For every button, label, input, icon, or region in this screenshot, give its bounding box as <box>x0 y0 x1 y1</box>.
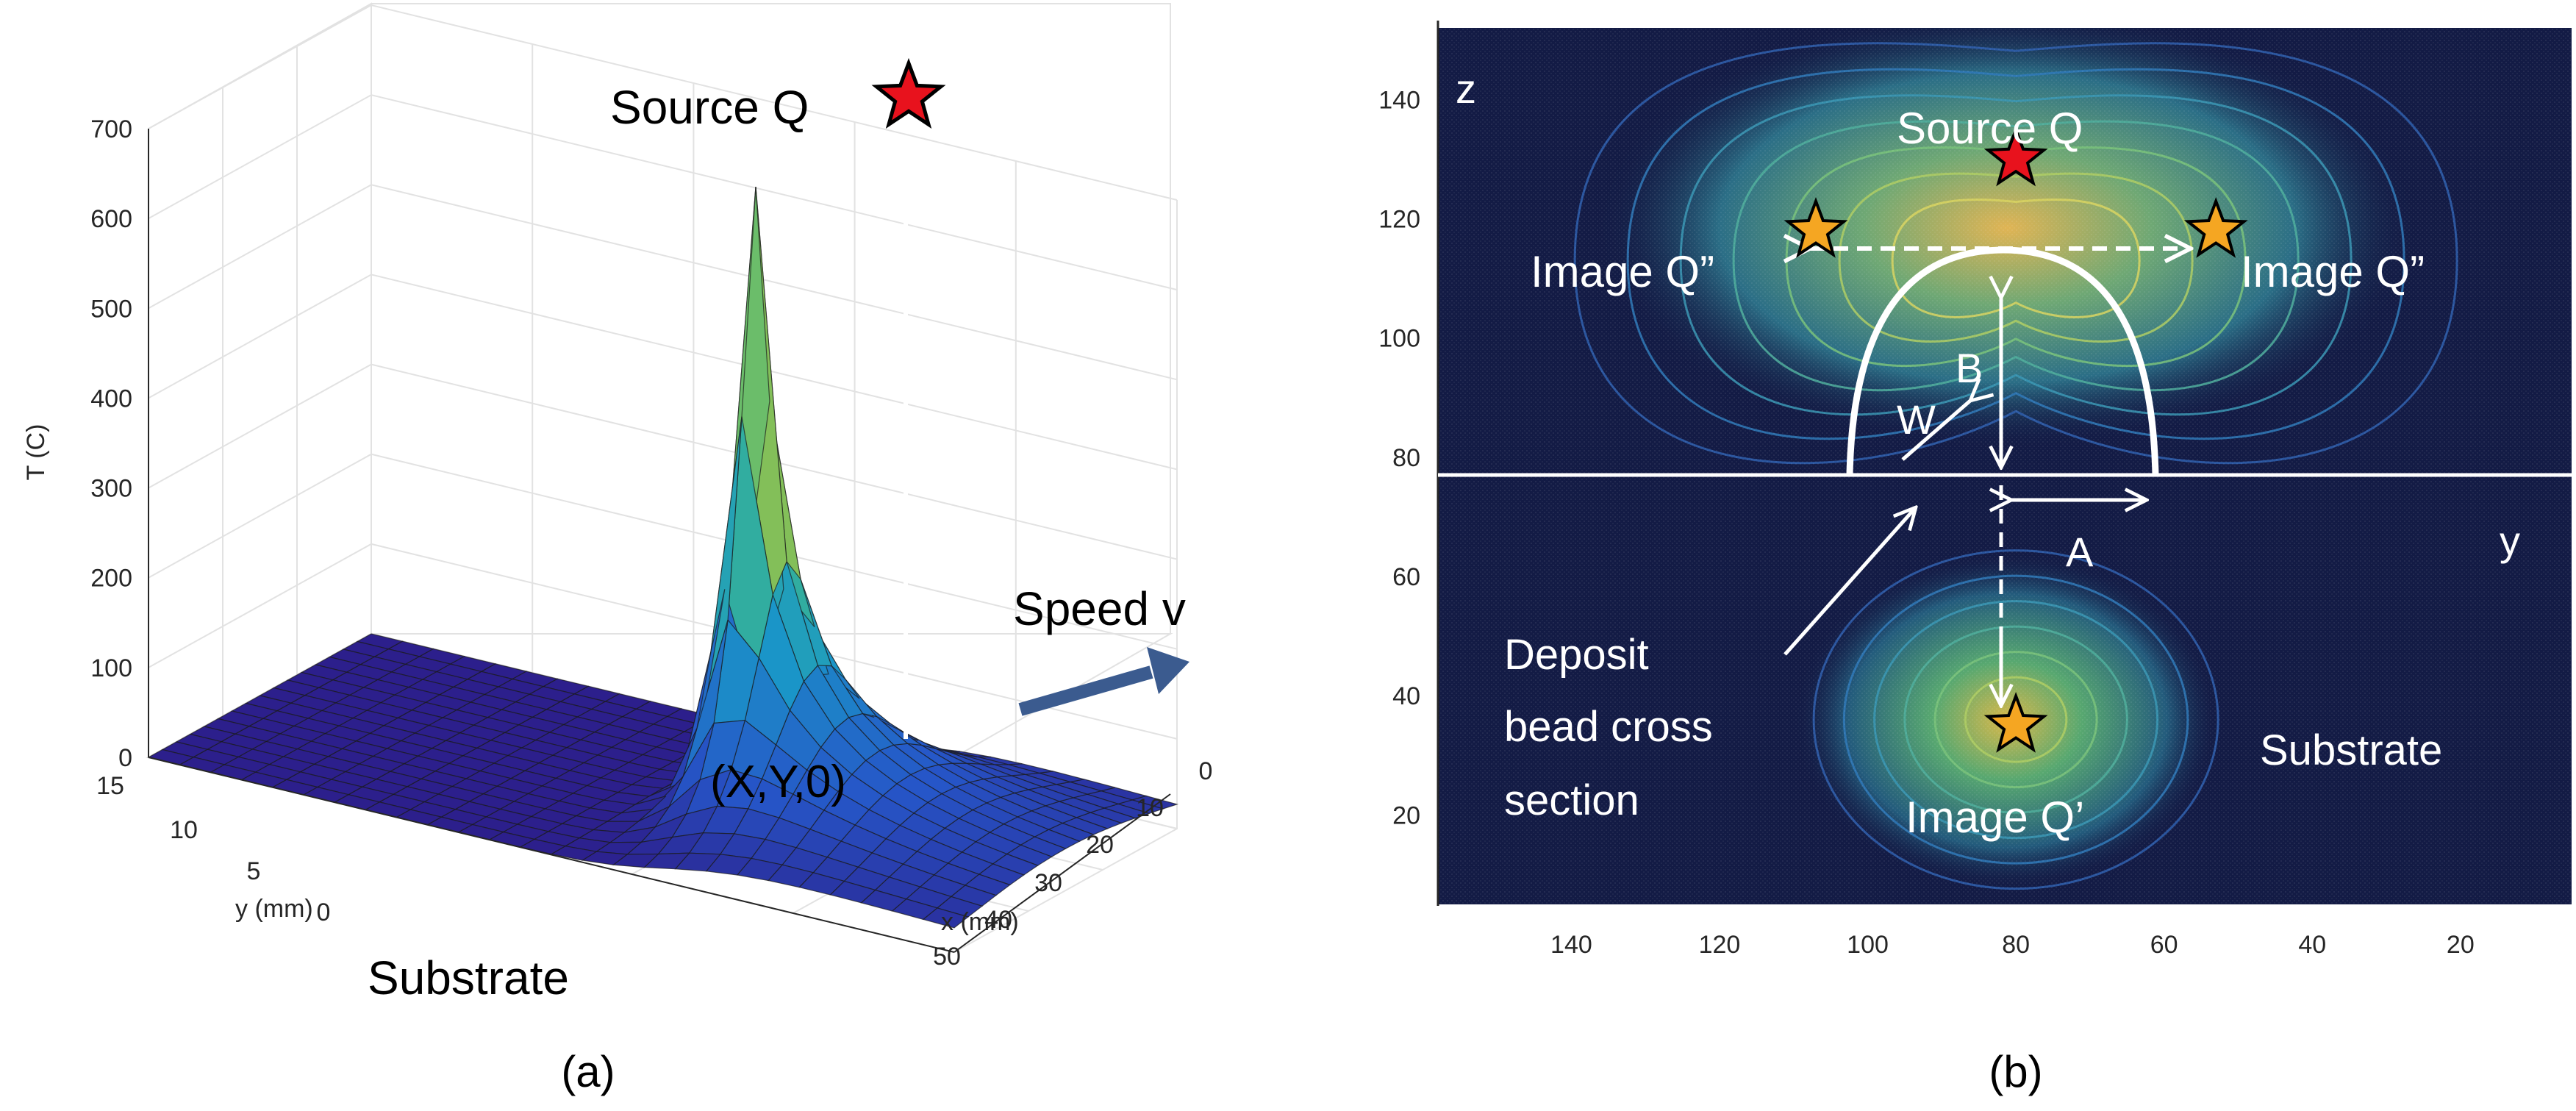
y-tick-label: 5 <box>247 857 261 885</box>
y-tick-label: 100 <box>1847 931 1889 959</box>
source-label-b: Source Q <box>1897 104 2083 153</box>
z-tick-label: 60 <box>1392 563 1420 591</box>
y-tick-label: 15 <box>96 772 124 800</box>
speed-label: Speed v <box>1013 582 1186 635</box>
image-right-label: Image Q” <box>2241 247 2425 296</box>
z-tick-label: 140 <box>1378 86 1420 114</box>
temperature-surface <box>147 187 1179 929</box>
y-axis-label: y <box>2500 518 2520 564</box>
image-below-label: Image Q’ <box>1906 793 2084 842</box>
deposit-label-2: bead cross <box>1504 703 1713 751</box>
a-label: A <box>2066 529 2094 575</box>
caption-a: (a) <box>561 1047 615 1096</box>
y-tick-label: 80 <box>2002 931 2030 959</box>
x-tick-label: 40 <box>984 906 1012 934</box>
x-tick-label: 10 <box>1136 794 1164 822</box>
w-label: W <box>1897 396 1936 443</box>
panel-b: 140 120 100 80 60 40 20 20 40 60 80 100 120 140 z y S… <box>1378 21 2572 1096</box>
z-tick-label: 0 <box>118 744 132 772</box>
z-tick-label: 300 <box>90 475 132 503</box>
y-tick-label: 0 <box>317 899 331 926</box>
z-tick-label: 80 <box>1392 444 1420 472</box>
orange-star-icon <box>1983 692 2048 753</box>
orange-star-icon <box>1783 197 1848 258</box>
image-left-label: Image Q” <box>1531 247 1714 296</box>
z-tick-label: 20 <box>1392 801 1420 829</box>
substrate-label-a: Substrate <box>368 951 569 1004</box>
z-axis-label: z <box>1456 65 1476 112</box>
y-tick-label: 20 <box>2447 931 2475 959</box>
x-tick-label: 20 <box>1086 831 1114 859</box>
w-arrow <box>1901 401 1970 461</box>
z-tick-label: 700 <box>90 115 132 143</box>
b-label: B <box>1956 345 1983 391</box>
tick-labels-b: 140 120 100 80 60 40 20 20 40 60 80 100 120 140 <box>1378 86 2474 959</box>
speed-arrow <box>1018 647 1189 716</box>
deposit-pointer <box>1783 507 1916 656</box>
z-tick-label: 600 <box>90 205 132 233</box>
substrate-label-b: Substrate <box>2260 726 2442 774</box>
x-tick-label: 50 <box>933 943 961 971</box>
red-star-icon <box>1983 125 2048 187</box>
panel-a: 010020030040050060070005101501020304050 … <box>22 2 1212 1096</box>
caption-b: (b) <box>1989 1047 2042 1096</box>
z-tick-label: 500 <box>90 295 132 323</box>
z-axis-label: T (C) <box>22 424 50 481</box>
z-tick-label: 100 <box>90 654 132 682</box>
y-tick-label: 60 <box>2150 931 2178 959</box>
y-tick-label: 10 <box>170 816 198 844</box>
orange-star-icon <box>2183 196 2248 258</box>
z-tick-label: 200 <box>90 565 132 593</box>
x-axis-label: x (mm) <box>941 908 1019 936</box>
y-axis-label: y (mm) <box>235 895 313 923</box>
deposit-label-1: Deposit <box>1504 631 1649 679</box>
point-label: (X,Y,0) <box>710 757 846 807</box>
z-tick-label: 400 <box>90 385 132 412</box>
source-label: Source Q <box>610 81 809 134</box>
z-tick-label: 100 <box>1378 325 1420 353</box>
y-tick-label: 120 <box>1699 931 1741 959</box>
x-tick-label: 30 <box>1034 869 1062 897</box>
y-tick-label: 40 <box>2298 931 2326 959</box>
x-tick-label: 0 <box>1199 757 1213 785</box>
deposit-label-3: section <box>1504 776 1639 824</box>
axis-lines <box>148 129 1171 953</box>
y-tick-label: 140 <box>1550 931 1592 959</box>
red-star-icon <box>871 57 946 129</box>
z-tick-label: 40 <box>1392 682 1420 710</box>
z-tick-label: 120 <box>1378 205 1420 233</box>
